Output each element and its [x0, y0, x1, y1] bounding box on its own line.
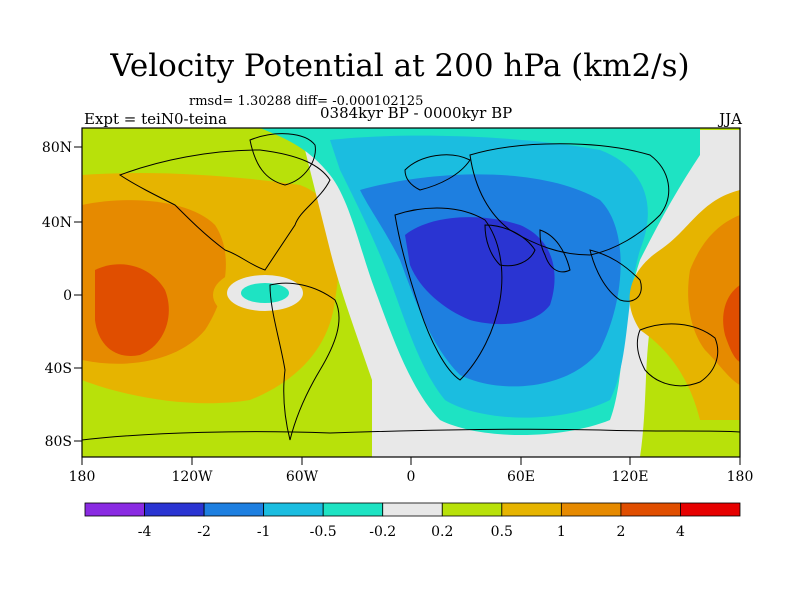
colorbar-swatch — [560, 502, 622, 517]
x-tick-label: 120E — [612, 469, 649, 485]
colorbar-swatch — [441, 502, 503, 517]
contour-negative-4 — [405, 217, 555, 325]
x-tick-labels: 180 120W 60W 0 60E 120E 180 — [69, 469, 754, 485]
coastline-greenland — [249, 133, 316, 186]
x-tick-label: 0 — [407, 469, 416, 485]
colorbar-swatch — [263, 502, 324, 517]
y-tick-label: 40S — [45, 361, 72, 377]
y-tick-labels: 80N 40N 0 40S 80S — [42, 140, 72, 450]
y-tick-label: 80S — [45, 434, 72, 450]
x-tick-label: 180 — [727, 469, 754, 485]
y-tick-label: 80N — [42, 140, 72, 156]
colorbar-swatch — [84, 502, 145, 517]
contour-field — [82, 128, 740, 457]
coastline-india — [539, 229, 571, 273]
colorbar-labels: -4 -2 -1 -0.5 -0.2 0.2 0.5 1 2 4 — [138, 524, 685, 540]
colorbar-label: -2 — [197, 524, 211, 540]
colorbar-label: 1 — [557, 524, 566, 540]
colorbar-label: -0.5 — [310, 524, 337, 540]
tick-marks — [74, 146, 741, 465]
colorbar-label: -4 — [138, 524, 152, 540]
contour-west-pacific-positive-2 — [688, 215, 740, 385]
colorbar-swatch — [322, 502, 384, 517]
colorbar-label: -0.2 — [369, 524, 396, 540]
coastline-north-america — [118, 149, 331, 271]
coastlines — [82, 133, 740, 441]
coastline-antarctica — [82, 428, 740, 441]
colorbar-swatch — [144, 502, 205, 517]
experiment-label: Expt = teiN0-teina — [84, 110, 227, 128]
colorbar-label: -1 — [257, 524, 271, 540]
coastline-australia — [636, 323, 719, 387]
rmsd-diff-stats: rmsd= 1.30288 diff= -0.000102125 — [189, 94, 424, 109]
coastline-south-america — [269, 282, 340, 441]
coastline-asia — [469, 143, 670, 256]
colorbar-swatch — [382, 502, 443, 517]
contour-pacific-positive-3 — [95, 264, 169, 356]
x-tick-label: 180 — [69, 469, 96, 485]
colorbar-swatch — [501, 502, 562, 517]
x-tick-label: 60W — [286, 469, 319, 485]
coastline-europe — [404, 154, 471, 191]
coastline-africa — [394, 207, 503, 381]
coastline-arabia — [484, 224, 536, 267]
colorbar-label: 0.5 — [491, 524, 513, 540]
map-title: Velocity Potential at 200 hPa (km2/s) — [110, 48, 690, 84]
colorbar-swatch — [203, 502, 265, 517]
x-tick-label: 60E — [507, 469, 535, 485]
colorbar — [84, 502, 741, 517]
colorbar-label: 2 — [616, 524, 625, 540]
colorbar-label: 0.2 — [431, 524, 453, 540]
contour-caribbean-negative — [241, 283, 289, 303]
y-tick-label: 40N — [42, 215, 72, 231]
colorbar-swatch — [680, 502, 741, 517]
colorbar-label: 4 — [676, 524, 685, 540]
season-label: JJA — [719, 110, 742, 128]
x-tick-label: 120W — [171, 469, 213, 485]
colorbar-swatch — [620, 502, 681, 517]
contour-west-pacific-positive-3 — [723, 285, 740, 362]
coastline-southeast-asia — [589, 249, 642, 302]
period-label: 0384kyr BP - 0000kyr BP — [320, 104, 513, 122]
y-tick-label: 0 — [63, 288, 72, 304]
